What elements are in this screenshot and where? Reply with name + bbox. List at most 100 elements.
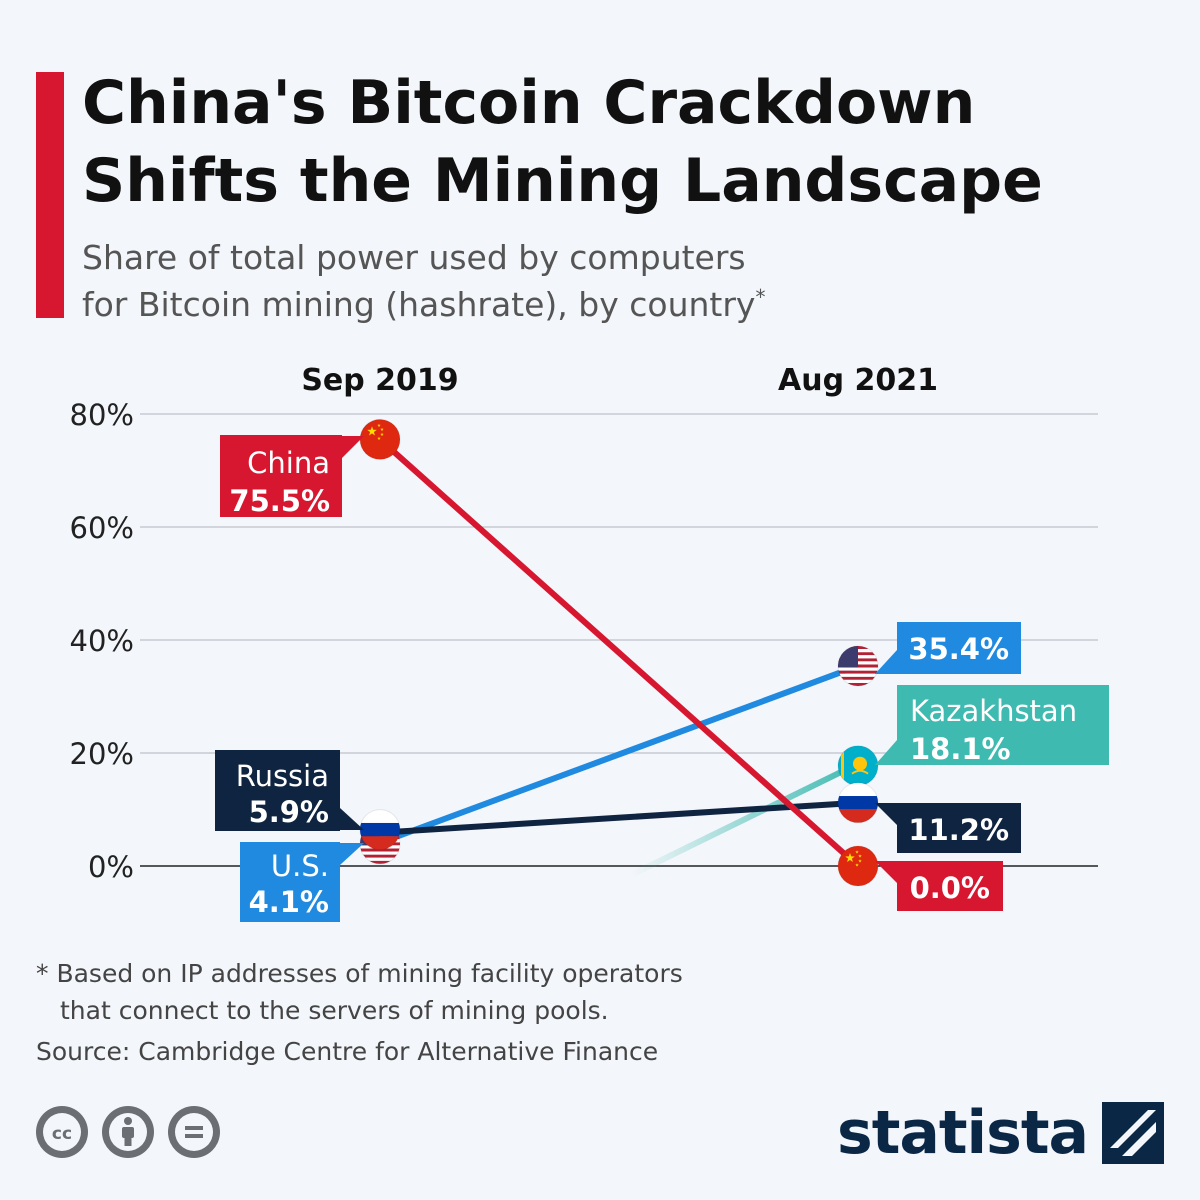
flag-star (380, 427, 384, 431)
subtitle-line-2-text: for Bitcoin mining (hashrate), by countr… (82, 285, 756, 324)
flag-field (360, 419, 400, 460)
china-flag-icon (838, 846, 878, 886)
brand-wordmark: statista (836, 1098, 1089, 1168)
page-title: China's Bitcoin Crackdown Shifts the Min… (82, 64, 1182, 220)
flag-stripe (360, 851, 400, 855)
no-derivatives-icon[interactable] (168, 1106, 220, 1158)
label-text: 0.0% (910, 871, 990, 905)
label-box (220, 435, 342, 517)
flag-band (360, 822, 400, 837)
statista-logo[interactable]: statista (837, 1098, 1164, 1168)
attribution-icon[interactable] (102, 1106, 154, 1158)
column-header: Sep 2019 (301, 363, 458, 398)
us-label-right: 35.4% (875, 622, 1021, 674)
accent-bar (36, 72, 64, 318)
russia-flag-icon (360, 809, 400, 850)
russia-flag-icon (838, 782, 878, 823)
column-header: Aug 2021 (778, 363, 938, 398)
flag-stripe (360, 854, 400, 858)
flag-ring (837, 782, 879, 824)
russia-label-right: 11.2% (875, 803, 1021, 853)
label-pointer (340, 808, 364, 830)
russia-line (377, 799, 861, 836)
china-line (377, 436, 861, 869)
label-box (897, 861, 1003, 911)
flag-star (858, 859, 862, 863)
flag-star (367, 426, 377, 436)
title-line-2: Shifts the Mining Landscape (82, 146, 1043, 216)
flag-star (380, 432, 384, 436)
y-tick-label: 0% (88, 850, 134, 884)
cc-icon[interactable]: cc (36, 1106, 88, 1158)
china-label-left: China 75.5% (220, 435, 364, 518)
us-label-left: U.S.4.1% (240, 842, 364, 922)
us-flag-icon (838, 645, 878, 686)
label-pointer (875, 650, 897, 674)
flag-ring (837, 845, 879, 887)
flag-stripe (838, 676, 878, 680)
label-text: 4.1% (249, 885, 329, 919)
label-text: 5.9% (249, 795, 329, 829)
us-line (377, 662, 861, 846)
flag-stripe (838, 682, 878, 686)
flag-star (855, 850, 859, 854)
flag-sun (853, 756, 867, 771)
kazakhstan-flag-icon (838, 745, 878, 786)
flag-ornament (841, 751, 844, 780)
statista-mark-icon (1102, 1102, 1164, 1164)
flag-stripe (360, 857, 400, 861)
subtitle-line-2: for Bitcoin mining (hashrate), by countr… (82, 281, 982, 328)
slope-chart: Sep 2019 Aug 2021 80% 60% 40% 20% 0% China 75.5%… (70, 363, 1109, 922)
flag-band (360, 809, 400, 824)
footnote-line-2: that connect to the servers of mining po… (60, 996, 609, 1025)
label-pointer (340, 843, 364, 865)
label-box (897, 622, 1021, 674)
subtitle-line-1: Share of total power used by computers (82, 238, 746, 277)
flag-field (838, 846, 878, 886)
source-text: Source: Cambridge Centre for Alternative… (36, 1037, 659, 1066)
flag-stripe (360, 860, 400, 864)
footnote-line-1: * Based on IP addresses of mining facili… (36, 959, 683, 988)
flag-star (377, 423, 381, 427)
title-line-1: China's Bitcoin Crackdown (82, 68, 976, 138)
y-tick-label: 60% (70, 511, 134, 545)
flag-stripe (838, 679, 878, 683)
flag-band (838, 809, 878, 823)
flag-band (360, 836, 400, 850)
label-text: U.S. (271, 849, 329, 883)
label-pointer (875, 803, 897, 825)
label-pointer (875, 740, 897, 765)
china-label-right: 0.0% (875, 861, 1003, 911)
kazakhstan-line (630, 761, 860, 878)
label-box (897, 685, 1109, 765)
license-icons: cc (36, 1106, 220, 1158)
flag-stripe (838, 673, 878, 677)
flag-star (858, 854, 862, 858)
footnote: * Based on IP addresses of mining facili… (36, 955, 936, 1029)
kazakhstan-label-right: Kazakhstan 18.1% (875, 685, 1109, 766)
label-box (215, 750, 340, 831)
label-text: China (247, 446, 330, 480)
flag-stripe (360, 848, 400, 852)
label-text: Russia (236, 759, 329, 793)
label-pointer (342, 436, 364, 458)
subtitle-asterisk: * (755, 285, 766, 309)
flag-ring (837, 645, 879, 687)
china-flag-icon (360, 419, 400, 460)
label-text: 75.5% (229, 484, 330, 518)
flag-star (845, 853, 855, 863)
y-tick-label: 40% (70, 624, 134, 658)
label-box (240, 842, 340, 922)
flag-stripe (838, 667, 878, 671)
flag-band (838, 796, 878, 810)
flag-star (377, 436, 381, 440)
flag-stripe (838, 670, 878, 674)
y-tick-label: 80% (70, 398, 134, 432)
label-text: 35.4% (908, 632, 1009, 666)
flag-star (855, 863, 859, 867)
label-text: 18.1% (910, 732, 1011, 766)
svg-text:cc: cc (52, 1124, 72, 1144)
label-box (897, 803, 1021, 853)
y-tick-label: 20% (70, 737, 134, 771)
